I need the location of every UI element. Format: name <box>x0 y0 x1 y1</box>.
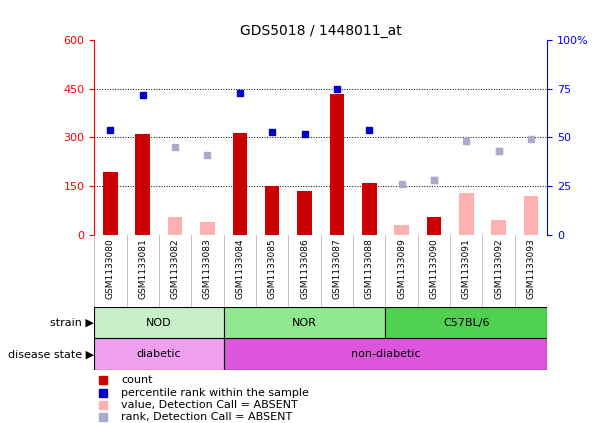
Text: GSM1133088: GSM1133088 <box>365 238 374 299</box>
Text: non-diabetic: non-diabetic <box>351 349 420 359</box>
Text: GSM1133087: GSM1133087 <box>333 238 342 299</box>
Text: diabetic: diabetic <box>137 349 181 359</box>
Bar <box>330 94 344 235</box>
Bar <box>427 217 441 235</box>
Bar <box>94 307 224 338</box>
Bar <box>362 183 376 235</box>
Bar <box>224 307 385 338</box>
Bar <box>523 196 538 235</box>
Bar <box>232 133 247 235</box>
Text: GSM1133092: GSM1133092 <box>494 238 503 299</box>
Bar <box>395 225 409 235</box>
Text: GSM1133089: GSM1133089 <box>397 238 406 299</box>
Text: C57BL/6: C57BL/6 <box>443 318 489 327</box>
Bar <box>94 338 224 370</box>
Text: rank, Detection Call = ABSENT: rank, Detection Call = ABSENT <box>122 412 292 422</box>
Text: GSM1133085: GSM1133085 <box>268 238 277 299</box>
Bar <box>168 217 182 235</box>
Bar <box>224 338 547 370</box>
Text: GSM1133080: GSM1133080 <box>106 238 115 299</box>
Text: GSM1133091: GSM1133091 <box>462 238 471 299</box>
Text: count: count <box>122 376 153 385</box>
Bar <box>297 191 312 235</box>
Text: strain ▶: strain ▶ <box>50 318 94 327</box>
Text: NOD: NOD <box>146 318 172 327</box>
Text: disease state ▶: disease state ▶ <box>8 349 94 359</box>
Bar <box>265 186 280 235</box>
Text: GSM1133082: GSM1133082 <box>171 238 179 299</box>
Bar <box>200 222 215 235</box>
Bar <box>103 172 118 235</box>
Bar <box>491 220 506 235</box>
Bar <box>136 134 150 235</box>
Title: GDS5018 / 1448011_at: GDS5018 / 1448011_at <box>240 24 402 38</box>
Text: NOR: NOR <box>292 318 317 327</box>
Text: GSM1133093: GSM1133093 <box>527 238 536 299</box>
Text: value, Detection Call = ABSENT: value, Detection Call = ABSENT <box>122 400 298 410</box>
Text: GSM1133081: GSM1133081 <box>138 238 147 299</box>
Text: GSM1133086: GSM1133086 <box>300 238 309 299</box>
Text: percentile rank within the sample: percentile rank within the sample <box>122 387 309 398</box>
Bar <box>385 307 547 338</box>
Text: GSM1133083: GSM1133083 <box>203 238 212 299</box>
Text: GSM1133090: GSM1133090 <box>429 238 438 299</box>
Text: GSM1133084: GSM1133084 <box>235 238 244 299</box>
Bar <box>459 192 474 235</box>
